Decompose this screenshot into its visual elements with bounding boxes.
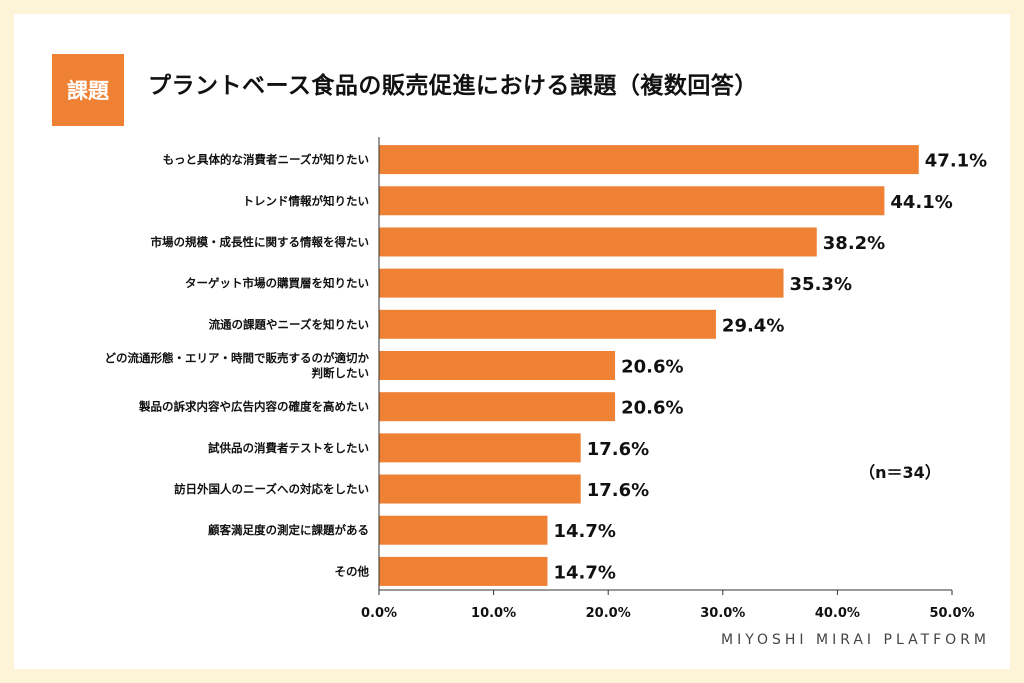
value-label-9: 17.6% [587, 480, 649, 501]
sample-size-note: （n＝34） [859, 463, 941, 482]
category-label-10: 顧客満足度の測定に課題がある [208, 523, 369, 537]
value-label-4: 35.3% [790, 274, 852, 295]
value-label-8: 17.6% [587, 439, 649, 460]
bar-10 [379, 515, 548, 545]
value-label-3: 38.2% [823, 233, 885, 254]
bar-2 [379, 186, 885, 216]
value-label-11: 14.7% [553, 562, 615, 583]
x-tick-label: 40.0% [815, 606, 860, 621]
value-label-2: 44.1% [890, 192, 952, 213]
category-label-1: もっと具体的な消費者ニーズが知りたい [163, 153, 369, 167]
category-label-6: 判断したい [312, 366, 370, 380]
category-label-5: 流通の課題やニーズを知りたい [209, 317, 369, 331]
category-label-2: トレンド情報が知りたい [243, 194, 370, 208]
x-tick-label: 30.0% [700, 606, 745, 621]
category-label-3: 市場の規模・成長性に関する情報を得たい [151, 235, 370, 249]
bar-11 [379, 556, 548, 586]
brand-footer: MIYOSHI MIRAI PLATFORM [720, 632, 990, 648]
bar-9 [379, 474, 581, 504]
category-label-8: 試供品の消費者テストをしたい [208, 441, 369, 455]
x-tick-label: 50.0% [929, 606, 974, 621]
bar-4 [379, 268, 784, 298]
category-label-6: どの流通形態・エリア・時間で販売するのが適切か [105, 351, 370, 365]
bar-5 [379, 309, 716, 339]
value-label-6: 20.6% [621, 357, 683, 378]
chart-title: プラントベース食品の販売促進における課題（複数回答） [148, 73, 758, 99]
bar-1 [379, 145, 919, 175]
bar-6 [379, 351, 616, 380]
value-label-1: 47.1% [925, 151, 987, 172]
value-label-7: 20.6% [621, 398, 683, 419]
value-label-5: 29.4% [722, 315, 784, 336]
category-label-7: 製品の訴求内容や広告内容の確度を高めたい [138, 400, 369, 414]
bar-3 [379, 227, 817, 257]
x-tick-label: 10.0% [471, 606, 516, 621]
x-tick-label: 0.0% [361, 606, 397, 621]
value-label-10: 14.7% [553, 521, 615, 542]
category-label-9: 訪日外国人のニーズへの対応をしたい [174, 482, 369, 496]
bar-7 [379, 392, 616, 422]
topic-tag: 課題 [52, 54, 124, 126]
category-label-4: ターゲット市場の購買層を知りたい [185, 276, 369, 290]
category-label-11: その他 [335, 564, 370, 578]
x-tick-label: 20.0% [586, 606, 631, 621]
bar-8 [379, 433, 581, 463]
